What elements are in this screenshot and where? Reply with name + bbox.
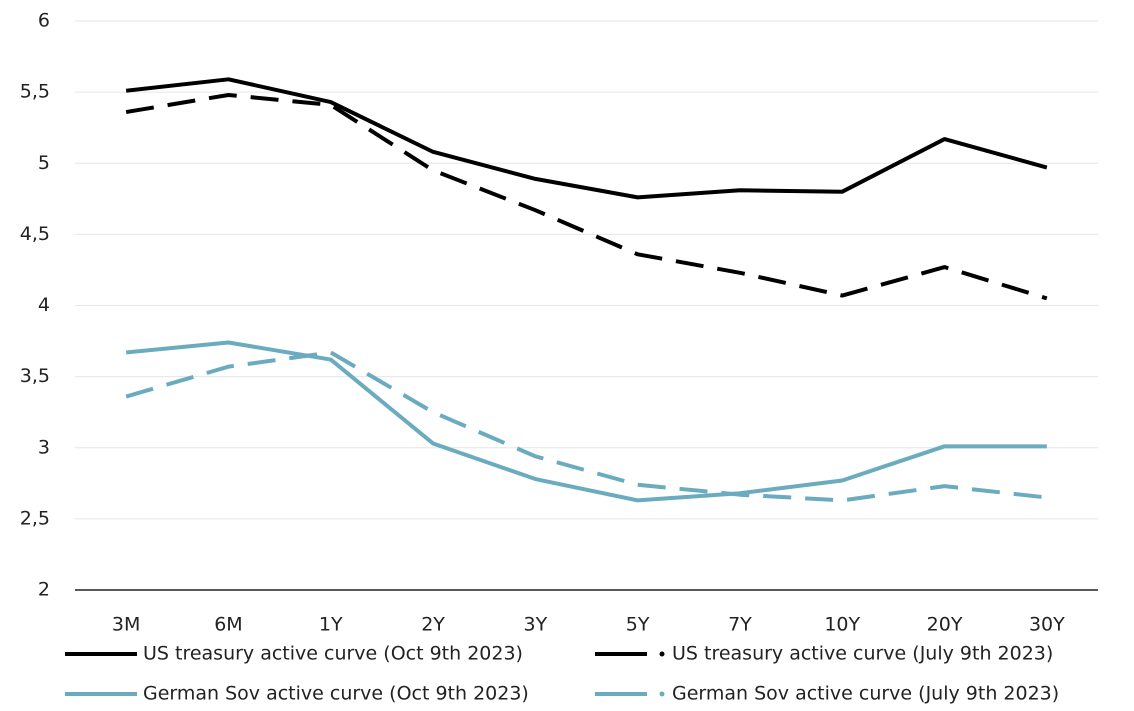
x-tick-label: 6M [214, 614, 242, 636]
x-tick-label: 3M [112, 614, 140, 636]
legend-swatch-dot [659, 651, 665, 657]
x-tick-label: 20Y [927, 614, 963, 636]
y-tick-label: 4,5 [20, 223, 50, 245]
x-tick-label: 5Y [626, 614, 650, 636]
x-tick-label: 3Y [523, 614, 547, 636]
y-tick-label: 3,5 [20, 365, 50, 387]
series-line [125, 340, 1047, 503]
legend-swatch-dot [659, 691, 665, 697]
legend-label: US treasury active curve (Oct 9th 2023) [143, 643, 523, 665]
y-tick-label: 6 [38, 10, 50, 32]
legend-label: US treasury active curve (July 9th 2023) [672, 643, 1053, 665]
x-tick-label: 1Y [319, 614, 343, 636]
x-tick-label: 2Y [421, 614, 445, 636]
y-tick-label: 3 [38, 436, 50, 458]
y-tick-label: 5 [38, 152, 50, 174]
series-line [125, 77, 1048, 200]
x-tick-label: 30Y [1029, 614, 1065, 636]
x-tick-label: 7Y [728, 614, 752, 636]
y-tick-label: 4 [38, 294, 50, 316]
series-line [125, 350, 1048, 503]
y-tick-label: 2 [38, 579, 50, 601]
x-tick-label: 10Y [824, 614, 860, 636]
y-tick-label: 2,5 [20, 507, 50, 529]
y-tick-label: 5,5 [20, 81, 50, 103]
legend-label: German Sov active curve (July 9th 2023) [672, 683, 1059, 705]
series-line [125, 92, 1048, 301]
legend-label: German Sov active curve (Oct 9th 2023) [143, 683, 529, 705]
